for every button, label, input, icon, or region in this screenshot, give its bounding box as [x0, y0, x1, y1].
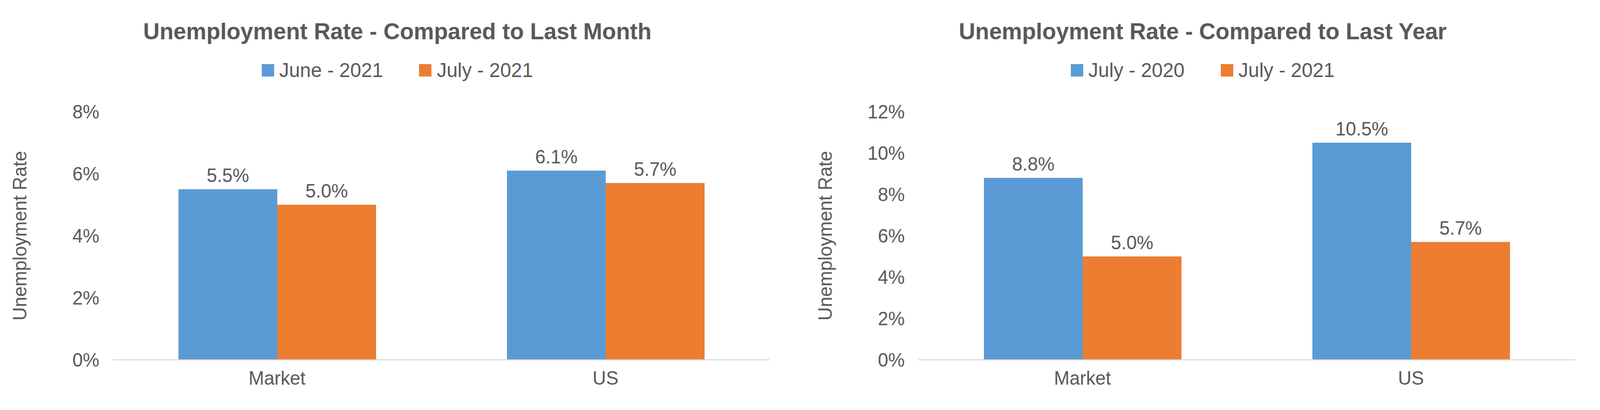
- svg-text:10.5%: 10.5%: [1335, 118, 1388, 140]
- svg-text:5.0%: 5.0%: [1110, 232, 1154, 254]
- html-text:July - 2021: July - 2021: [1238, 59, 1335, 81]
- svg-text:5.0%: 5.0%: [305, 180, 348, 202]
- html-text:June - 2021: June - 2021: [279, 59, 384, 81]
- svg-text:US: US: [592, 367, 619, 390]
- svg-text:4%: 4%: [72, 225, 100, 247]
- svg-text:5.7%: 5.7%: [633, 158, 677, 181]
- svg-text:0%: 0%: [72, 349, 100, 371]
- svg-text:6%: 6%: [72, 163, 100, 185]
- html-text:Unemployment Rate - Compared t: Unemployment Rate - Compared to Last Yea…: [958, 18, 1447, 44]
- svg-text:5.5%: 5.5%: [206, 165, 249, 187]
- svg-text:Unemployment Rate: Unemployment Rate: [814, 151, 836, 321]
- svg-text:2%: 2%: [877, 308, 905, 330]
- svg-text:6.1%: 6.1%: [534, 146, 578, 168]
- svg-text:0%: 0%: [877, 349, 905, 371]
- svg-text:Market: Market: [1053, 367, 1111, 390]
- svg-text:US: US: [1397, 367, 1424, 390]
- html-text:Unemployment Rate - Compared t: Unemployment Rate - Compared to Last Mon…: [143, 18, 652, 44]
- svg-text:4%: 4%: [877, 266, 905, 289]
- svg-text:8.8%: 8.8%: [1011, 153, 1055, 175]
- svg-text:12%: 12%: [867, 101, 905, 123]
- html-text:July - 2021: July - 2021: [436, 59, 533, 81]
- svg-text:5.7%: 5.7%: [1439, 217, 1482, 239]
- svg-text:2%: 2%: [72, 287, 100, 309]
- html-text:July - 2020: July - 2020: [1088, 59, 1185, 81]
- svg-text:8%: 8%: [72, 101, 100, 123]
- svg-text:8%: 8%: [877, 184, 905, 206]
- svg-text:Market: Market: [248, 367, 306, 390]
- svg-text:6%: 6%: [877, 225, 905, 247]
- svg-text:Unemployment Rate: Unemployment Rate: [9, 151, 31, 321]
- svg-text:10%: 10%: [867, 142, 905, 164]
